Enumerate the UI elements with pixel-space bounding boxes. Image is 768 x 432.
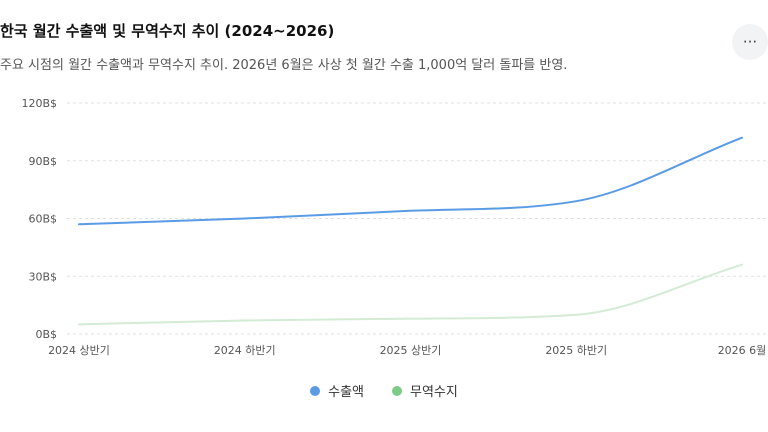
y-tick-label: 60B$ (28, 213, 57, 226)
more-horizontal-icon: ··· (742, 33, 758, 51)
series-line-trade-balance[interactable] (78, 263, 743, 326)
x-tick-label: 2024 하반기 (214, 343, 276, 357)
x-tick-label: 2026 6월 (718, 344, 767, 357)
legend-marker-exports (310, 385, 321, 396)
more-options-button[interactable]: ··· (732, 24, 768, 60)
chart-legend: 수출액 무역수지 (0, 381, 768, 400)
x-tick-label: 2025 하반기 (545, 343, 607, 357)
legend-marker-trade-balance (392, 385, 403, 396)
line-chart: 0B$ 30B$ 60B$ 90B$ 120B$ 2024 상반기 2024 하반기 2025… (21, 97, 768, 357)
y-tick-label: 90B$ (28, 155, 57, 168)
y-tick-label: 120B$ (21, 97, 57, 110)
chart-subtitle: 주요 시점의 월간 수출액과 무역수지 추이. 2026년 6월은 사상 첫 월… (0, 58, 568, 73)
x-tick-label: 2024 상반기 (48, 344, 110, 357)
legend-label-exports: 수출액 (328, 385, 365, 400)
legend-label-trade-balance: 무역수지 (410, 385, 458, 400)
y-tick-label: 0B$ (35, 328, 57, 341)
y-tick-label: 30B$ (28, 270, 57, 283)
legend-item-trade-balance[interactable]: 무역수지 (392, 381, 458, 400)
chart-title: 한국 월간 수출액 및 무역수지 추이 (2024~2026) (0, 22, 335, 40)
legend-item-exports[interactable]: 수출액 (310, 381, 364, 400)
x-tick-label: 2025 상반기 (380, 344, 442, 357)
series-line-exports[interactable] (78, 136, 743, 226)
